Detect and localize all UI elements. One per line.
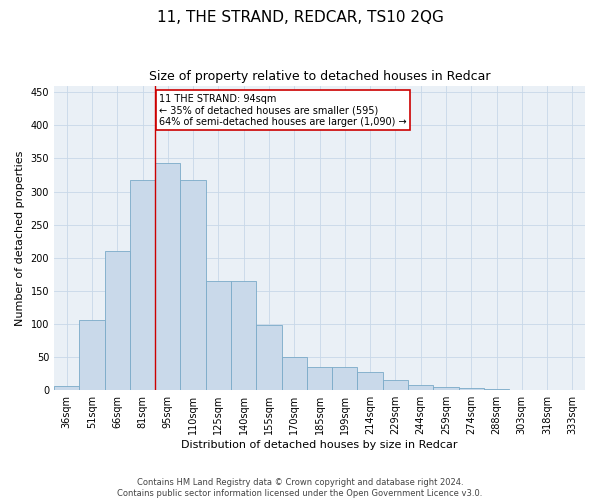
Bar — [332, 367, 358, 390]
Bar — [54, 386, 79, 390]
Bar — [181, 180, 206, 390]
Text: 11 THE STRAND: 94sqm
← 35% of detached houses are smaller (595)
64% of semi-deta: 11 THE STRAND: 94sqm ← 35% of detached h… — [159, 94, 407, 126]
Bar — [484, 389, 509, 390]
Bar — [281, 357, 307, 390]
Bar — [408, 385, 433, 390]
Bar — [104, 251, 130, 390]
Bar — [231, 281, 256, 390]
X-axis label: Distribution of detached houses by size in Redcar: Distribution of detached houses by size … — [181, 440, 458, 450]
Bar — [206, 281, 231, 390]
Bar — [383, 380, 408, 390]
Text: Contains HM Land Registry data © Crown copyright and database right 2024.
Contai: Contains HM Land Registry data © Crown c… — [118, 478, 482, 498]
Bar — [307, 367, 332, 390]
Bar — [155, 163, 181, 390]
Bar — [458, 388, 484, 390]
Bar — [433, 387, 458, 390]
Y-axis label: Number of detached properties: Number of detached properties — [15, 150, 25, 326]
Bar — [256, 326, 281, 390]
Bar — [358, 372, 383, 390]
Bar — [130, 180, 155, 390]
Title: Size of property relative to detached houses in Redcar: Size of property relative to detached ho… — [149, 70, 490, 83]
Text: 11, THE STRAND, REDCAR, TS10 2QG: 11, THE STRAND, REDCAR, TS10 2QG — [157, 10, 443, 25]
Bar — [79, 320, 104, 390]
